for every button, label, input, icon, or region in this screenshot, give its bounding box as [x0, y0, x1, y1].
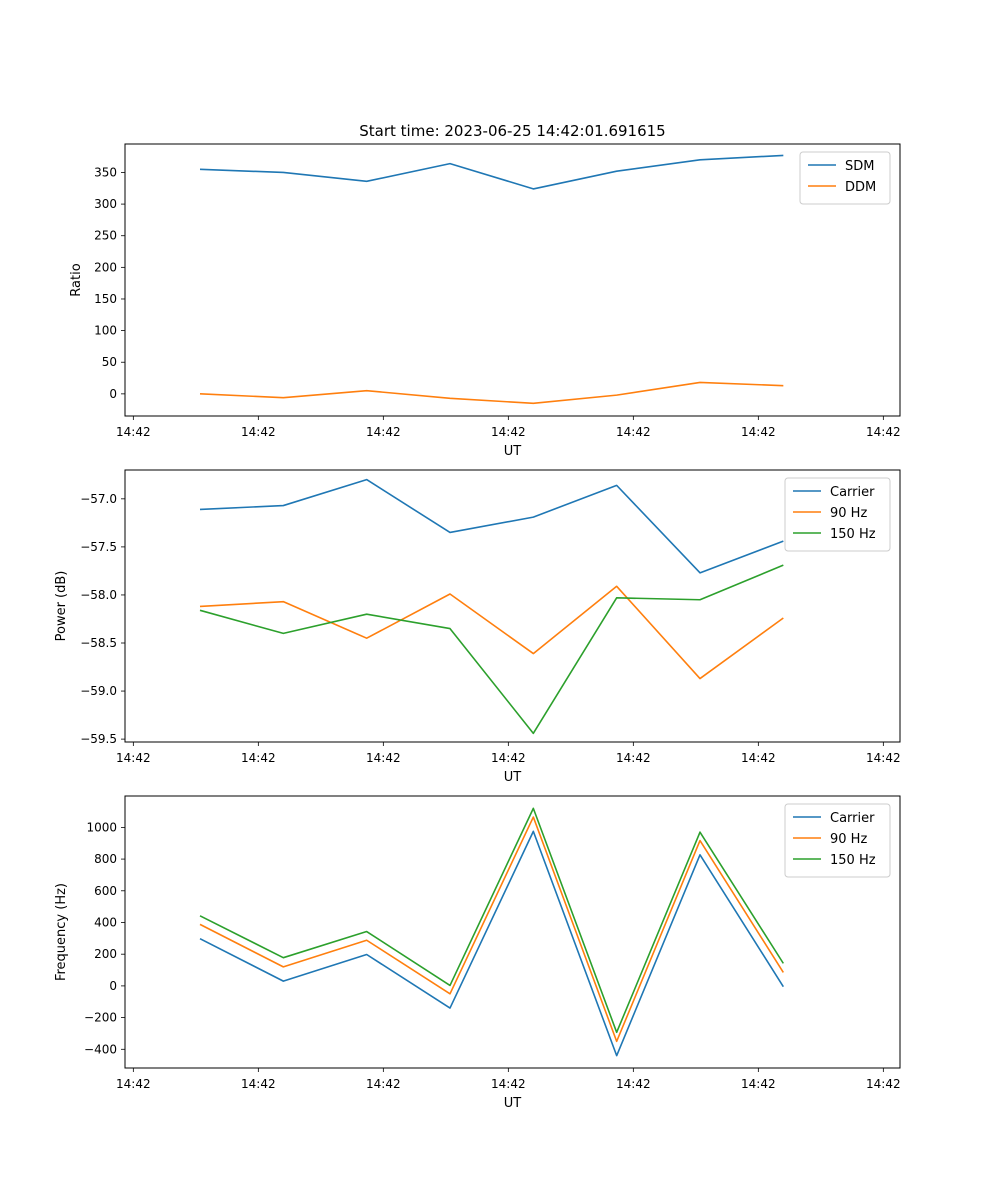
- x-tick-label: 14:42: [241, 1077, 276, 1091]
- y-tick-label: 150: [94, 292, 117, 306]
- series-line-ddm: [199, 381, 784, 405]
- y-tick-label: 800: [94, 852, 117, 866]
- x-tick-label: 14:42: [741, 751, 776, 765]
- axes-frame: [124, 143, 901, 417]
- x-tick-label: 14:42: [491, 751, 526, 765]
- y-tick-label: 1000: [86, 820, 117, 834]
- chart-panel-3: 14:42 14:42 14:42 14:42 14:42 14:42 14:42 −400 −…: [54, 795, 901, 1111]
- y-tick-label: −200: [84, 1011, 117, 1025]
- y-axis-label: Power (dB): [54, 571, 69, 642]
- x-tick-label: 14:42: [491, 1077, 526, 1091]
- y-tick-label: −59.0: [80, 684, 117, 698]
- y-tick-label: 600: [94, 884, 117, 898]
- y-axis-label: Ratio: [69, 263, 84, 296]
- y-tick-label: 350: [94, 165, 117, 179]
- x-tick-label: 14:42: [866, 751, 901, 765]
- y-tick-label: 200: [94, 260, 117, 274]
- x-tick-label: 14:42: [616, 751, 651, 765]
- chart-panel-1: 14:42 14:42 14:42 14:42 14:42 14:42 14:42 0 50 10…: [69, 143, 901, 459]
- y-tick-label: −58.0: [80, 588, 117, 602]
- x-tick-label: 14:42: [866, 1077, 901, 1091]
- series-line-90-hz: [199, 585, 784, 680]
- y-tick-label: 0: [109, 387, 117, 401]
- x-axis-label: UT: [504, 1096, 522, 1111]
- chart-panel-2: 14:42 14:42 14:42 14:42 14:42 14:42 14:42 −59.5…: [54, 469, 901, 785]
- x-tick-label: 14:42: [241, 751, 276, 765]
- legend: Carrier 90 Hz 150 Hz: [784, 477, 891, 552]
- y-tick-label: −59.5: [80, 732, 117, 746]
- series-line-150-hz: [199, 564, 784, 735]
- y-tick-label: 250: [94, 229, 117, 243]
- legend-label: 150 Hz: [830, 853, 876, 868]
- panels: 14:42 14:42 14:42 14:42 14:42 14:42 14:42 0 50 10…: [54, 143, 901, 1111]
- x-tick-label: 14:42: [616, 425, 651, 439]
- y-tick-label: −58.5: [80, 636, 117, 650]
- x-tick-label: 14:42: [866, 425, 901, 439]
- y-tick-label: 50: [102, 355, 117, 369]
- series-line-carrier: [199, 830, 785, 1057]
- x-tick-label: 14:42: [741, 1077, 776, 1091]
- legend-label: Carrier: [830, 485, 875, 500]
- y-tick-label: −57.0: [80, 492, 117, 506]
- series-line-carrier: [199, 478, 784, 574]
- x-axis-label: UT: [504, 444, 522, 459]
- legend: SDM DDM: [799, 151, 891, 205]
- x-axis-label: UT: [504, 770, 522, 785]
- x-tick-label: 14:42: [366, 425, 401, 439]
- y-tick-label: 300: [94, 197, 117, 211]
- x-tick-label: 14:42: [616, 1077, 651, 1091]
- legend-label: DDM: [845, 180, 876, 195]
- figure-title: Start time: 2023-06-25 14:42:01.691615: [359, 122, 665, 140]
- series-line-150-hz: [199, 807, 785, 1034]
- axes-frame: [124, 469, 901, 743]
- x-tick-label: 14:42: [366, 751, 401, 765]
- legend-label: SDM: [845, 159, 874, 174]
- y-tick-label: −57.5: [80, 540, 117, 554]
- x-tick-label: 14:42: [116, 751, 151, 765]
- series-line-90-hz: [199, 816, 785, 1043]
- y-tick-label: −400: [84, 1042, 117, 1056]
- x-tick-label: 14:42: [366, 1077, 401, 1091]
- y-tick-label: 200: [94, 947, 117, 961]
- legend-label: 90 Hz: [830, 506, 867, 521]
- legend-label: 150 Hz: [830, 527, 876, 542]
- x-tick-label: 14:42: [116, 1077, 151, 1091]
- x-tick-label: 14:42: [241, 425, 276, 439]
- y-axis-label: Frequency (Hz): [54, 883, 69, 981]
- x-tick-label: 14:42: [491, 425, 526, 439]
- legend: Carrier 90 Hz 150 Hz: [784, 803, 891, 878]
- x-tick-label: 14:42: [116, 425, 151, 439]
- series-line-sdm: [199, 154, 784, 190]
- y-tick-label: 0: [109, 979, 117, 993]
- y-tick-label: 400: [94, 915, 117, 929]
- axes-frame: [124, 795, 901, 1069]
- legend-label: Carrier: [830, 811, 875, 826]
- legend-label: 90 Hz: [830, 832, 867, 847]
- x-tick-label: 14:42: [741, 425, 776, 439]
- y-tick-label: 100: [94, 324, 117, 338]
